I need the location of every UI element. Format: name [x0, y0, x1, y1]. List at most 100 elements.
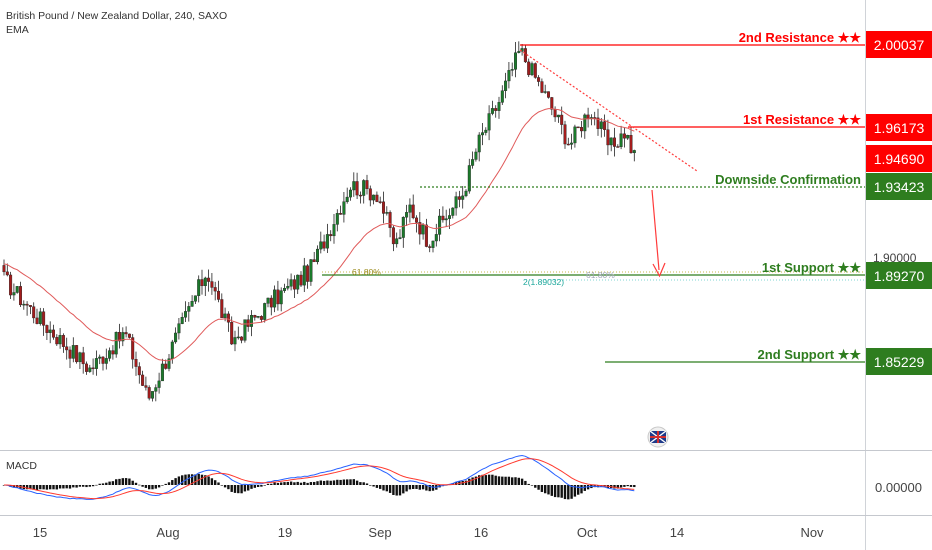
macd-histogram-bar	[596, 485, 600, 488]
candle-body	[58, 335, 62, 345]
candle-body	[391, 227, 395, 245]
candle-body	[230, 322, 234, 345]
macd-histogram-bar	[253, 485, 256, 488]
candle-body	[500, 90, 504, 103]
candle-body	[385, 212, 389, 214]
macd-histogram-bar	[141, 485, 144, 487]
candle-body	[329, 234, 333, 237]
macd-histogram-bar	[577, 485, 580, 495]
candle-body	[48, 329, 52, 333]
candle-body	[345, 196, 349, 202]
macd-histogram-bar	[204, 475, 207, 485]
candle-body	[210, 281, 214, 288]
macd-histogram-bar	[65, 485, 68, 489]
macd-histogram-bar	[329, 480, 332, 485]
fib-left-label: 61.80%	[352, 267, 381, 277]
candle-body	[207, 277, 211, 282]
macd-histogram-bar	[181, 475, 184, 485]
candle-body	[187, 306, 191, 312]
candle-body	[55, 337, 59, 345]
candle-body	[632, 150, 636, 154]
candle-body	[372, 194, 376, 201]
candle-body	[444, 218, 448, 221]
macd-histogram-bar	[72, 485, 75, 488]
macd-histogram-bar	[62, 485, 65, 489]
candle-body	[487, 113, 491, 131]
candle-body	[599, 121, 603, 129]
candle-body	[540, 81, 544, 93]
candle-body	[137, 366, 141, 376]
candle-body	[622, 133, 626, 139]
macd-histogram-bar	[190, 474, 194, 485]
candle-body	[167, 358, 171, 369]
candle-body	[256, 316, 260, 318]
macd-histogram-bar	[276, 483, 280, 485]
downside-confirmation-price-tag: 1.93423	[866, 173, 932, 200]
candle-body	[28, 305, 32, 307]
macd-histogram-bar	[544, 485, 547, 494]
candle-body	[170, 341, 174, 359]
candle-body	[124, 332, 128, 335]
candle-body	[507, 70, 511, 82]
macd-histogram-bar	[412, 485, 415, 489]
time-tick-nov: Nov	[800, 525, 824, 540]
candle-body	[144, 385, 148, 388]
candle-body	[292, 279, 296, 290]
macd-histogram-bar	[530, 485, 534, 486]
macd-histogram-bar	[359, 482, 362, 485]
candle-body	[5, 271, 9, 276]
macd-histogram-bar	[560, 485, 563, 498]
macd-histogram-bar	[68, 485, 72, 489]
candle-body	[249, 315, 253, 327]
macd-histogram-bar	[629, 485, 633, 487]
time-tick-19: 19	[278, 525, 292, 540]
candle-body	[375, 194, 379, 202]
macd-histogram-bar	[266, 483, 270, 485]
macd-histogram-bar	[52, 485, 55, 490]
candle-body	[127, 333, 131, 338]
candle-body	[560, 114, 564, 125]
macd-histogram-bar	[105, 482, 108, 485]
macd-histogram-bar	[517, 477, 520, 485]
candle-body	[325, 234, 329, 249]
macd-histogram-bar	[431, 485, 435, 491]
macd-histogram-bar	[296, 481, 299, 485]
candle-body	[368, 188, 372, 201]
macd-histogram-bar	[171, 480, 174, 485]
candle-body	[32, 306, 36, 319]
candle-body	[494, 108, 498, 111]
candle-body	[216, 290, 220, 300]
candle-body	[606, 129, 610, 146]
candle-body	[22, 303, 26, 306]
macd-histogram-bar	[42, 485, 45, 490]
macd-histogram-bar	[91, 485, 95, 487]
candle-body	[626, 135, 630, 139]
candlestick-series	[2, 41, 636, 402]
candle-body	[438, 215, 442, 235]
chart-title: British Pound / New Zealand Dollar, 240,…	[6, 10, 227, 22]
macd-histogram-bar	[316, 481, 319, 485]
macd-histogram-bar	[613, 485, 616, 489]
candle-body	[474, 151, 478, 160]
candle-body	[88, 367, 92, 372]
candle-body	[547, 91, 551, 98]
candle-body	[269, 297, 273, 308]
candle-body	[289, 279, 293, 287]
candle-body	[226, 313, 230, 323]
candle-body	[61, 335, 65, 347]
candle-body	[65, 346, 69, 351]
projection-arrow-head	[652, 262, 666, 278]
macd-histogram-bar	[214, 480, 217, 485]
macd-histogram-bar	[313, 481, 316, 485]
candle-body	[619, 133, 623, 147]
candle-body	[236, 336, 240, 339]
candle-body	[114, 332, 118, 355]
macd-histogram-bar	[514, 477, 517, 485]
macd-histogram-bar	[164, 483, 167, 485]
candle-body	[382, 201, 386, 214]
candle-body	[556, 114, 560, 118]
candle-body	[141, 374, 145, 386]
candle-body	[243, 319, 247, 341]
macd-histogram-bar	[619, 485, 623, 488]
